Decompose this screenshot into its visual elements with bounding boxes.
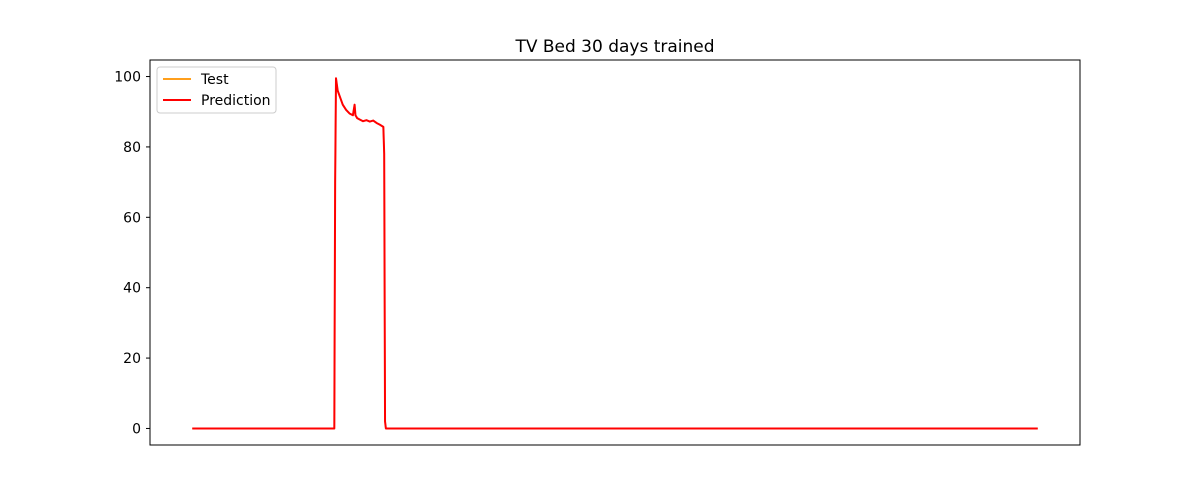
legend: Test Prediction xyxy=(156,66,277,114)
series-line-test xyxy=(192,77,1038,430)
chart-title: TV Bed 30 days trained xyxy=(514,37,714,57)
y-tick-label: 40 xyxy=(123,281,141,297)
y-tick-label: 0 xyxy=(132,421,141,437)
y-tick-label: 100 xyxy=(114,70,141,86)
legend-label-test: Test xyxy=(200,72,229,88)
y-tick-label: 60 xyxy=(123,210,141,226)
plot-frame xyxy=(149,59,1081,446)
y-tick-label: 80 xyxy=(123,140,141,156)
series-layer xyxy=(192,77,1038,430)
series-line-prediction xyxy=(192,77,1038,430)
y-axis: 0 20 40 60 80 100 xyxy=(114,70,150,437)
y-tick-label: 20 xyxy=(123,351,141,367)
legend-label-prediction: Prediction xyxy=(201,93,271,109)
